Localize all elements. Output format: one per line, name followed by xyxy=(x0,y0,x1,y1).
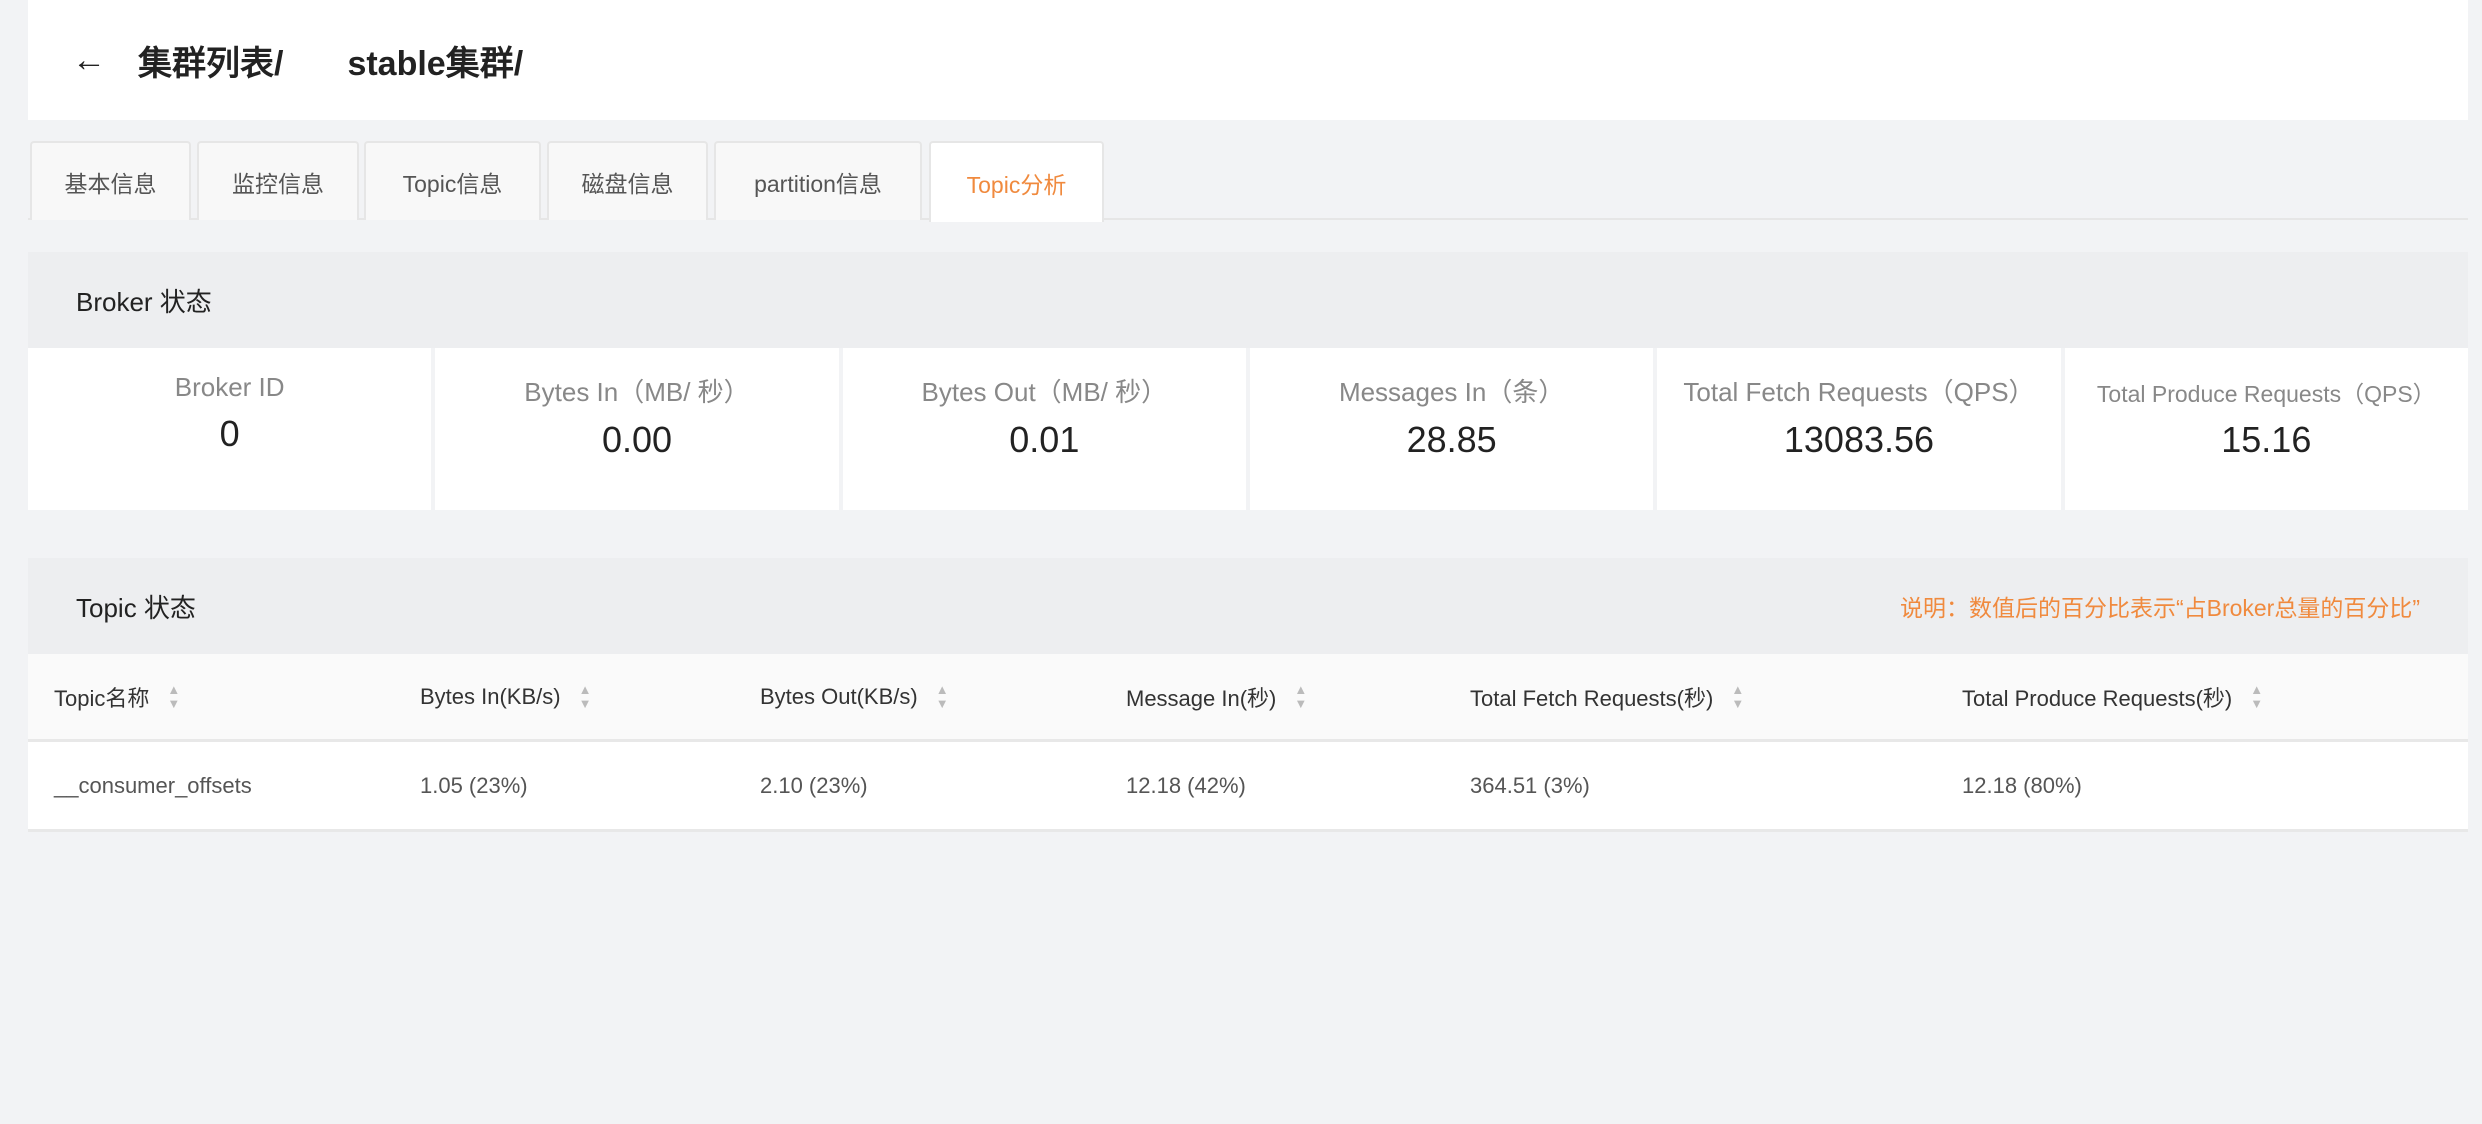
stat-value: 15.16 xyxy=(2221,419,2312,460)
tab-partition-info[interactable]: partition信息 xyxy=(714,141,922,220)
stat-label: Messages In（条） xyxy=(1338,377,1565,407)
tab-basic-info[interactable]: 基本信息 xyxy=(30,141,191,220)
column-label: Total Produce Requests(秒) xyxy=(1962,685,2233,711)
broker-status-title: Broker 状态 xyxy=(76,286,212,317)
stat-label: Broker ID xyxy=(174,372,285,402)
stat-value: 0.00 xyxy=(601,419,673,460)
stat-card-produce-requests: Total Produce Requests（QPS） 15.16 xyxy=(2064,348,2468,510)
tab-topic-info[interactable]: Topic信息 xyxy=(364,141,541,220)
tab-monitoring[interactable]: 监控信息 xyxy=(197,141,359,220)
column-header-produce-requests[interactable]: Total Produce Requests(秒) ▲ ▼ xyxy=(1962,654,2263,739)
arrow-left-icon[interactable]: ← xyxy=(72,40,106,79)
sort-icon[interactable]: ▲ ▼ xyxy=(1731,681,1745,711)
stat-label: Bytes Out（MB/ 秒） xyxy=(921,377,1168,407)
stat-value: 13083.56 xyxy=(1783,419,1935,460)
cell-fetch-requests: 364.51 (3%) xyxy=(1470,772,1590,798)
cell-bytes-out: 2.10 (23%) xyxy=(760,772,868,798)
page-header: ← 集群列表/ stable集群/ xyxy=(28,0,2468,120)
column-header-fetch-requests[interactable]: Total Fetch Requests(秒) ▲ ▼ xyxy=(1470,654,1744,739)
cell-message-in: 12.18 (42%) xyxy=(1126,772,1246,798)
stat-card-bytes-out: Bytes Out（MB/ 秒） 0.01 xyxy=(842,348,1246,510)
table-header: Topic名称 ▲ ▼ Bytes In(KB/s) ▲ ▼ Bytes Out(KB/… xyxy=(28,654,2468,742)
sort-icon[interactable]: ▲ ▼ xyxy=(167,681,181,711)
cell-bytes-in: 1.05 (23%) xyxy=(420,772,528,798)
sort-icon[interactable]: ▲ ▼ xyxy=(935,681,949,711)
tab-bar: 基本信息 监控信息 Topic信息 磁盘信息 partition信息 Topic… xyxy=(28,141,2468,222)
breadcrumb-cluster: stable集群/ xyxy=(347,44,524,83)
sort-icon[interactable]: ▲ ▼ xyxy=(1294,681,1308,711)
percentage-note: 说明：数值后的百分比表示“占Broker总量的百分比” xyxy=(1899,595,2420,621)
column-label: Bytes Out(KB/s) xyxy=(760,683,918,709)
stat-value: 28.85 xyxy=(1406,419,1497,460)
column-label: Topic名称 xyxy=(54,685,150,711)
stat-card-messages-in: Messages In（条） 28.85 xyxy=(1249,348,1654,510)
topic-table: Topic名称 ▲ ▼ Bytes In(KB/s) ▲ ▼ Bytes Out(KB/… xyxy=(28,654,2468,832)
column-header-topic-name[interactable]: Topic名称 ▲ ▼ xyxy=(54,654,180,739)
stat-card-bytes-in: Bytes In（MB/ 秒） 0.00 xyxy=(435,348,839,510)
column-label: Message In(秒) xyxy=(1126,685,1277,711)
stat-value: 0.01 xyxy=(1009,419,1080,460)
stat-label: Total Produce Requests（QPS） xyxy=(2096,381,2436,407)
broker-status-header: Broker 状态 xyxy=(28,252,2468,348)
tab-topic-analysis[interactable]: Topic分析 xyxy=(929,141,1104,222)
column-label: Total Fetch Requests(秒) xyxy=(1470,685,1714,711)
column-header-message-in[interactable]: Message In(秒) ▲ ▼ xyxy=(1126,654,1307,739)
column-header-bytes-out[interactable]: Bytes Out(KB/s) ▲ ▼ xyxy=(760,654,949,739)
column-label: Bytes In(KB/s) xyxy=(420,683,561,709)
breadcrumb-cluster-list[interactable]: 集群列表/ xyxy=(138,44,284,83)
stat-card-broker-id: Broker ID 0 xyxy=(28,348,432,510)
cell-produce-requests: 12.18 (80%) xyxy=(1962,772,2082,798)
broker-cards: Broker ID 0 Bytes In（MB/ 秒） 0.00 Bytes Out… xyxy=(28,348,2468,510)
stat-value: 0 xyxy=(219,413,240,454)
topic-status-header: Topic 状态 说明：数值后的百分比表示“占Broker总量的百分比” xyxy=(28,558,2468,654)
stat-card-fetch-requests: Total Fetch Requests（QPS） 13083.56 xyxy=(1657,348,2061,510)
tab-disk-info[interactable]: 磁盘信息 xyxy=(547,141,708,220)
topic-status-title: Topic 状态 xyxy=(76,592,196,623)
column-header-bytes-in[interactable]: Bytes In(KB/s) ▲ ▼ xyxy=(420,654,591,739)
cell-topic-name: __consumer_offsets xyxy=(54,772,252,798)
stat-label: Total Fetch Requests（QPS） xyxy=(1683,377,2035,407)
table-row: __consumer_offsets 1.05 (23%) 2.10 (23%)… xyxy=(28,742,2468,832)
sort-icon[interactable]: ▲ ▼ xyxy=(2250,681,2264,711)
stat-label: Bytes In（MB/ 秒） xyxy=(524,377,750,407)
sort-icon[interactable]: ▲ ▼ xyxy=(578,681,592,711)
